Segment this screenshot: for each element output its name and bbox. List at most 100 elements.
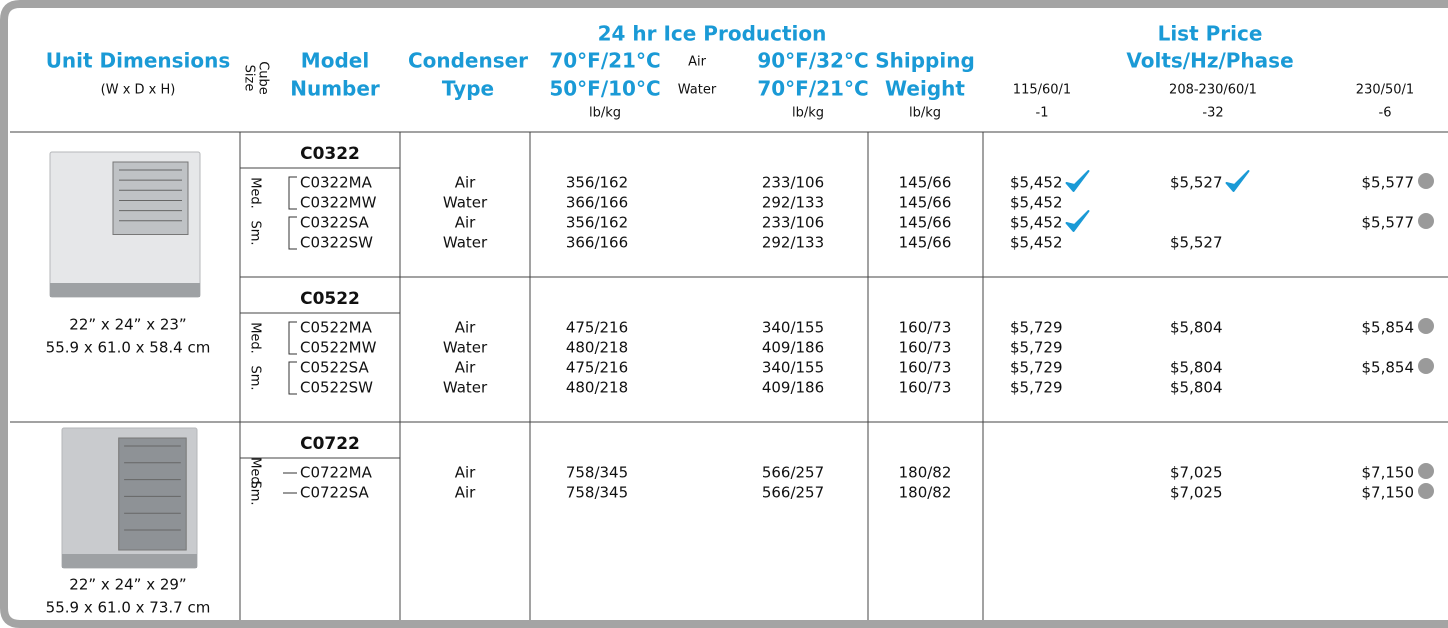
weight: 145/66 — [899, 234, 952, 252]
header: Unit Dimensions — [46, 49, 231, 73]
condenser: Water — [443, 339, 488, 357]
dimensions: 22” x 24” x 29” — [69, 576, 186, 594]
price-sheet: Unit Dimensions (W x D x H) Cube Size Mo… — [0, 0, 1448, 628]
ice-production: 292/133 — [762, 234, 824, 252]
cube-size: Sm. — [248, 365, 263, 390]
model: C0722MA — [300, 464, 373, 482]
cube-size: Med. — [248, 322, 263, 354]
ice-production: 409/186 — [762, 379, 824, 397]
ice-production: 233/106 — [762, 174, 824, 192]
weight: 160/73 — [899, 359, 952, 377]
price: $7,150 — [1362, 464, 1415, 482]
header: Size — [242, 65, 257, 92]
dot-mark — [1418, 463, 1434, 479]
ice-production: 758/345 — [566, 464, 628, 482]
ice-production: 566/257 — [762, 484, 824, 502]
price: $7,025 — [1170, 464, 1223, 482]
price: $5,452 — [1010, 234, 1063, 252]
header: 90°F/32°C — [757, 49, 868, 73]
voltage: 208-230/60/1 — [1169, 83, 1257, 98]
voltage: 230/50/1 — [1356, 83, 1414, 98]
dot-mark — [1418, 213, 1434, 229]
price: $5,804 — [1170, 319, 1223, 337]
ice-production: 292/133 — [762, 194, 824, 212]
header-sub: Air — [688, 55, 707, 70]
ice-production: 566/257 — [762, 464, 824, 482]
ice-production: 366/166 — [566, 194, 628, 212]
header: Number — [290, 77, 380, 101]
header: Volts/Hz/Phase — [1126, 49, 1293, 73]
dimensions: 22” x 24” x 23” — [69, 316, 186, 334]
condenser: Air — [455, 319, 476, 337]
ice-production: 480/218 — [566, 379, 628, 397]
unit: lb/kg — [589, 106, 621, 121]
weight: 145/66 — [899, 174, 952, 192]
dot-mark — [1418, 318, 1434, 334]
model: C0522MW — [300, 339, 377, 357]
price: $5,527 — [1170, 174, 1223, 192]
header: 70°F/21°C — [757, 77, 868, 101]
machine-panel — [113, 162, 188, 235]
price: $5,729 — [1010, 379, 1063, 397]
ice-production: 758/345 — [566, 484, 628, 502]
weight: 160/73 — [899, 319, 952, 337]
price: $5,452 — [1010, 174, 1063, 192]
weight: 160/73 — [899, 339, 952, 357]
voltage-code: -1 — [1036, 106, 1049, 121]
model: C0522SW — [300, 379, 373, 397]
machine-panel — [119, 438, 187, 550]
header: Condenser — [408, 49, 528, 73]
dot-mark — [1418, 173, 1434, 189]
weight: 180/82 — [899, 464, 952, 482]
machine-base — [50, 283, 200, 297]
price: $5,804 — [1170, 379, 1223, 397]
condenser: Air — [455, 214, 476, 232]
machine-base — [62, 554, 197, 568]
header: Weight — [885, 77, 965, 101]
dot-mark — [1418, 483, 1434, 499]
ice-production: 356/162 — [566, 214, 628, 232]
ice-production: 233/106 — [762, 214, 824, 232]
ice-production: 475/216 — [566, 359, 628, 377]
model: C0522SA — [300, 359, 369, 377]
cube-size: Med. — [248, 177, 263, 209]
header: Type — [442, 77, 494, 101]
voltage: 115/60/1 — [1013, 83, 1071, 98]
price: $5,729 — [1010, 359, 1063, 377]
price: $7,150 — [1362, 484, 1415, 502]
model: C0322MA — [300, 174, 373, 192]
price: $7,025 — [1170, 484, 1223, 502]
weight: 145/66 — [899, 194, 952, 212]
model: C0322SA — [300, 214, 369, 232]
weight: 145/66 — [899, 214, 952, 232]
price: $5,577 — [1362, 174, 1415, 192]
condenser: Air — [455, 359, 476, 377]
ice-production: 356/162 — [566, 174, 628, 192]
series-name: C0722 — [300, 434, 360, 454]
header-sub: (W x D x H) — [101, 83, 176, 98]
price: $5,527 — [1170, 234, 1223, 252]
model: C0322SW — [300, 234, 373, 252]
ice-production: 340/155 — [762, 319, 824, 337]
condenser: Air — [455, 464, 476, 482]
dimensions: 55.9 x 61.0 x 58.4 cm — [46, 339, 211, 357]
header: 24 hr Ice Production — [598, 22, 827, 46]
weight: 160/73 — [899, 379, 952, 397]
header-sub: Water — [678, 83, 717, 98]
ice-production: 475/216 — [566, 319, 628, 337]
voltage-code: -32 — [1202, 106, 1223, 121]
model: C0722SA — [300, 484, 369, 502]
cube-size: Sm. — [248, 220, 263, 245]
header: 70°F/21°C — [549, 49, 660, 73]
dot-mark — [1418, 358, 1434, 374]
model: C0522MA — [300, 319, 373, 337]
condenser: Water — [443, 194, 488, 212]
cube-size: Sm. — [248, 480, 263, 505]
header: Model — [301, 49, 369, 73]
condenser: Water — [443, 379, 488, 397]
price: $5,452 — [1010, 194, 1063, 212]
voltage-code: -6 — [1379, 106, 1392, 121]
weight: 180/82 — [899, 484, 952, 502]
header: Cube — [256, 61, 271, 95]
unit: lb/kg — [792, 106, 824, 121]
